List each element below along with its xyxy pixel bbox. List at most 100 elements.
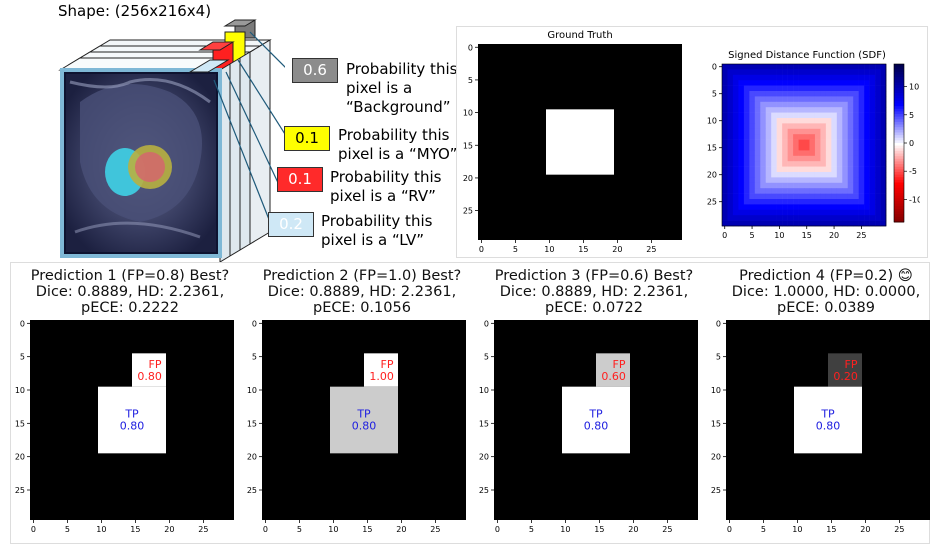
colorbar-cell [894,216,904,220]
sdf-cell [814,215,821,221]
x-tick-label: 15 [130,525,140,534]
sdf-cell [782,193,788,200]
sdf-cell [732,69,739,76]
y-tick-label: 20 [707,171,717,180]
x-tick-label: 20 [612,245,622,254]
sdf-cell [836,74,843,81]
sdf-cell [880,96,887,103]
sdf-cell [831,166,838,173]
sdf-cell [776,80,783,86]
colorbar-cell [894,121,904,126]
sdf-cell [864,150,870,157]
sdf-cell [836,182,843,189]
sdf-cell [787,172,794,178]
pred4-title: Prediction 4 (FP=0.2) 😊 Dice: 1.0000, HD:… [731,268,921,316]
sdf-cell [869,199,876,205]
sdf-cell [831,69,838,76]
sdf-cell [842,161,849,167]
y-tick-label: 0 [252,319,257,328]
sdf-cell [749,107,756,113]
sdf-cell [836,220,843,227]
sdf-cell [814,123,821,130]
sdf-cell [722,150,728,157]
sdf-cell [820,96,827,103]
sdf-cell [727,161,734,167]
sdf-cell [732,188,739,194]
sdf-cell [853,145,859,151]
sdf-cell [727,112,734,119]
sdf-cell [880,166,887,173]
sdf-cell [743,193,750,200]
sdf-cell [754,85,761,92]
x-tick-label: 15 [594,525,604,534]
sdf-cell [771,85,777,92]
sdf-cell [825,118,832,124]
sdf-cell [782,204,788,211]
prob-label-myo: Probability this pixel is a “MYO” [338,126,458,163]
sdf-cell [858,80,865,86]
sdf-cell [793,204,799,211]
y-tick-label: 15 [711,419,721,428]
sdf-cell [727,182,734,189]
x-tick-label: 20 [860,525,870,534]
sdf-cell [760,172,767,178]
sdf-cell [831,91,838,97]
sdf-cell [776,166,783,173]
sdf-cell [847,101,854,108]
sdf-cell [760,118,767,124]
sdf-cell [820,101,827,108]
y-tick-label: 25 [463,207,473,216]
sdf-cell [814,118,821,124]
sdf-cell [760,123,767,130]
sdf-cell [738,177,745,184]
sdf-cell [858,74,865,81]
x-tick-label: 10 [544,245,554,254]
sdf-cell [853,69,859,76]
sdf-cell [749,139,756,146]
sdf-cell [836,193,843,200]
sdf-cell [853,80,859,86]
sdf-cell [787,155,794,162]
sdf-cell [804,215,810,221]
sdf-cell [842,123,849,130]
sdf-cell [771,155,777,162]
sdf-cell [787,166,794,173]
sdf-cell [880,172,887,178]
sdf-cell [820,107,827,113]
sdf-cell [787,139,794,146]
sdf-cell [732,204,739,211]
sdf-cell [869,145,876,151]
sdf-cell [836,145,843,151]
sdf-cell [793,85,799,92]
sdf-cell [831,74,838,81]
colorbar-cell [894,79,904,83]
sdf-cell [754,91,761,97]
sdf-cell [738,188,745,194]
sdf-cell [880,209,887,216]
sdf-cell [804,166,810,173]
tp-value: 0.80 [584,419,609,432]
x-tick-label: 5 [529,525,534,534]
colorbar-cell [894,200,904,205]
sdf-cell [771,69,777,76]
sdf-cell [825,96,832,103]
sdf-cell [825,182,832,189]
sdf-cell [787,64,794,70]
sdf-cell [765,220,772,227]
sdf-cell [793,134,799,140]
sdf-cell [798,112,805,119]
sdf-cell [798,139,805,146]
sdf-cell [825,166,832,173]
sdf-cell [869,64,876,70]
x-tick-label: 0 [31,525,36,534]
sdf-cell [853,139,859,146]
sdf-title: Signed Distance Function (SDF) [728,50,886,61]
sdf-cell [782,215,788,221]
sdf-cell [847,80,854,86]
x-tick-label: 0 [727,525,732,534]
sdf-cell [853,107,859,113]
sdf-cell [787,101,794,108]
sdf-cell [842,155,849,162]
sdf-cell [776,177,783,184]
sdf-frame [721,63,887,227]
